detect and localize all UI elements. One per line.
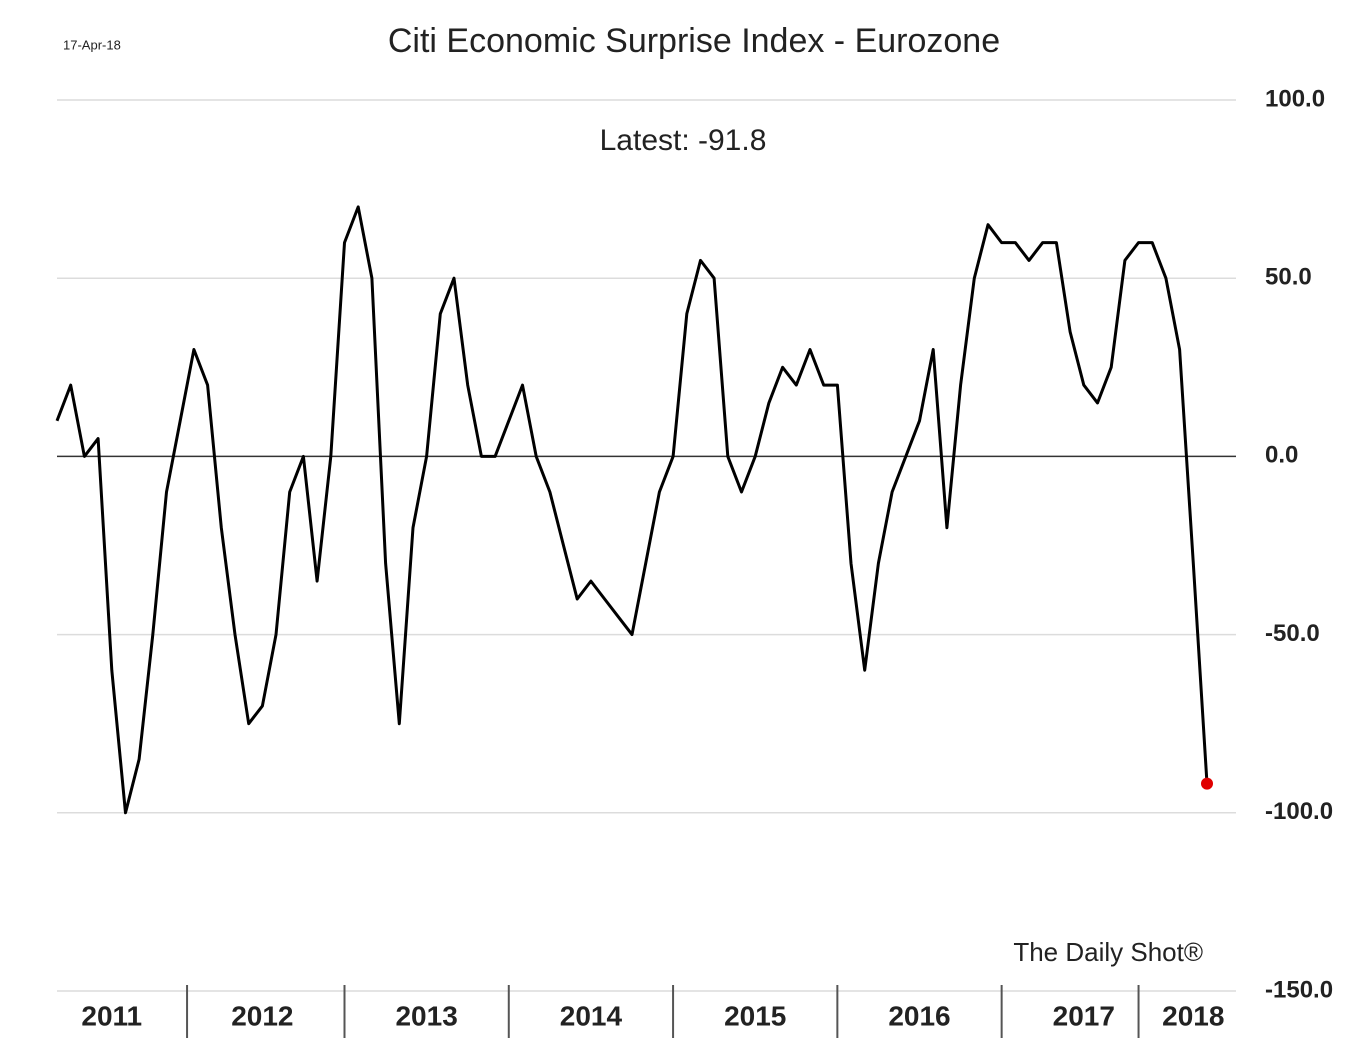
x-tick-label: 2011 — [81, 1000, 142, 1031]
y-tick-label: -150.0 — [1265, 976, 1333, 1003]
annotation: Latest: -91.8 — [600, 124, 767, 157]
series-line — [55, 205, 1209, 815]
x-tick-label: 2016 — [888, 1000, 950, 1031]
x-tick-label: 2015 — [724, 1000, 786, 1031]
y-tick-label: 50.0 — [1265, 264, 1312, 291]
source-label: The Daily Shot® — [1013, 937, 1203, 967]
y-tick-label: -50.0 — [1265, 620, 1320, 647]
x-tick-label: 2017 — [1053, 1000, 1115, 1031]
x-tick-label: 2012 — [231, 1000, 293, 1031]
date-label: 17-Apr-18 — [63, 37, 121, 52]
y-tick-label: 100.0 — [1265, 85, 1325, 112]
chart-title: Citi Economic Surprise Index - Eurozone — [388, 22, 1000, 60]
y-tick-label: -100.0 — [1265, 798, 1333, 825]
x-tick-label: 2013 — [395, 1000, 457, 1031]
y-tick-label: 0.0 — [1265, 442, 1298, 469]
latest-point — [1201, 777, 1213, 790]
x-tick-label: 2018 — [1162, 1000, 1224, 1031]
x-tick-label: 2014 — [560, 1000, 623, 1031]
